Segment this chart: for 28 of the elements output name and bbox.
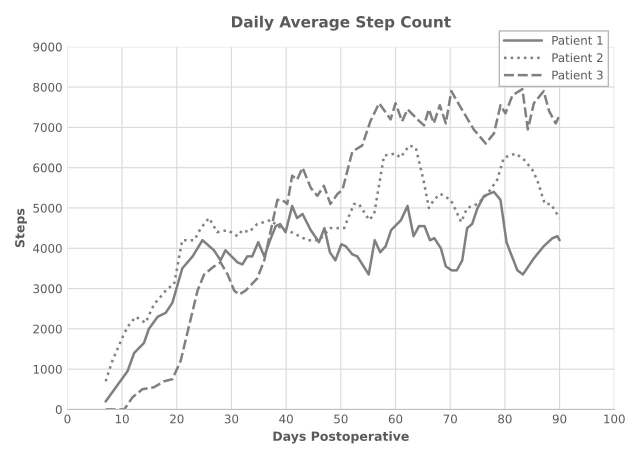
legend-label: Patient 2 [552, 53, 602, 62]
y-tick-label: 3000 [33, 284, 62, 294]
chart-title: Daily Average Step Count [232, 16, 451, 31]
y-axis-title: Steps [15, 208, 27, 248]
y-tick-label: 7000 [33, 123, 62, 132]
y-tick-label: 5000 [33, 204, 62, 213]
y-tick-label: 6000 [33, 163, 62, 172]
x-tick-label: 50 [334, 414, 348, 424]
x-tick-label: 80 [498, 414, 512, 424]
x-tick-label: 40 [279, 414, 293, 424]
y-tick-label: 8000 [33, 82, 62, 92]
x-tick-label: 20 [170, 414, 184, 424]
x-tick-label: 90 [552, 414, 566, 424]
x-tick-label: 100 [604, 414, 625, 424]
x-tick-label: 70 [444, 414, 457, 424]
y-tick-label: 4000 [33, 244, 62, 253]
y-tick-label: 2000 [33, 324, 62, 334]
legend-label: Patient 1 [552, 36, 603, 45]
y-tick-label: 9000 [33, 42, 62, 52]
x-tick-label: 30 [224, 414, 238, 424]
y-tick-label: 0 [56, 405, 62, 414]
x-tick-label: 10 [116, 414, 129, 424]
legend-label: Patient 3 [552, 70, 603, 80]
y-tick-label: 1000 [34, 364, 62, 374]
line-series [104, 88, 561, 410]
x-tick-label: 0 [64, 414, 70, 424]
x-tick-label: 60 [388, 414, 402, 424]
x-axis-title: Days Postoperative [273, 431, 409, 444]
